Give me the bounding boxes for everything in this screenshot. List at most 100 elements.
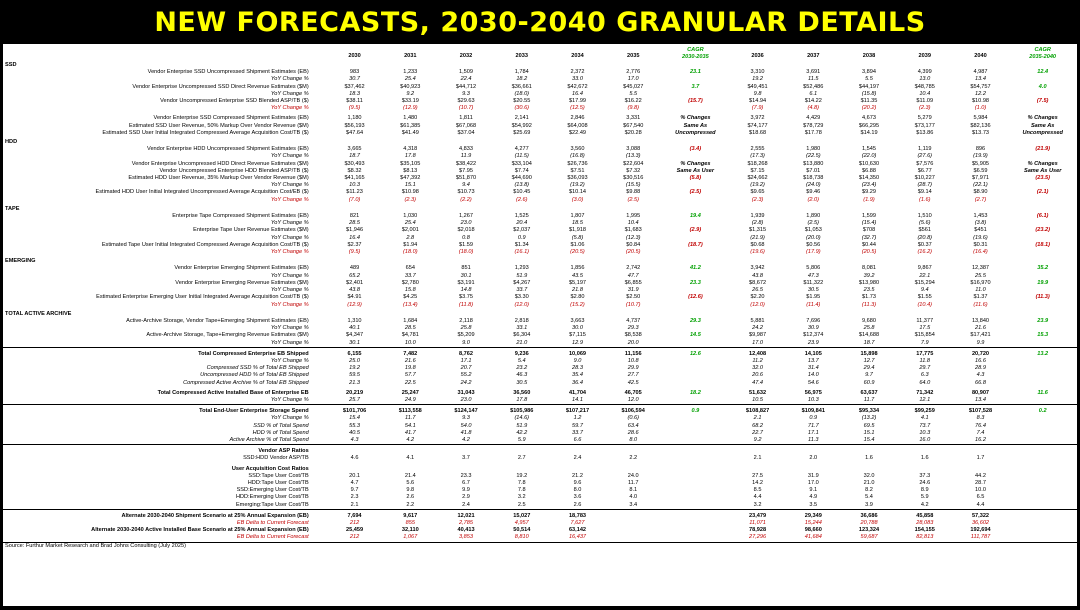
value-cell bbox=[661, 249, 730, 256]
value-cell bbox=[550, 448, 606, 455]
value-cell: $14,350 bbox=[858, 175, 880, 182]
value-cell: 18.7 bbox=[349, 153, 360, 160]
table-row: Estimated Tape User Initial Integrated C… bbox=[3, 242, 1077, 249]
value-cell: $4.25 bbox=[403, 294, 418, 301]
value-cell: 19.2 bbox=[752, 76, 763, 83]
row-label: Vendor Uncompressed Enterprise SSD Blend… bbox=[160, 98, 309, 105]
value-cell: 12.6 bbox=[689, 350, 701, 357]
row-label: Total Compressed Active Installed Base o… bbox=[157, 389, 309, 396]
value-cell: 1,995 bbox=[626, 213, 641, 220]
value-cell: 14.5 bbox=[689, 332, 701, 339]
value-cell bbox=[661, 473, 730, 480]
value-cell bbox=[550, 466, 606, 473]
value-cell: $13.86 bbox=[916, 129, 934, 136]
value-cell: 15.4 bbox=[349, 415, 360, 422]
value-cell bbox=[1008, 197, 1077, 204]
value-cell: 2,141 bbox=[514, 115, 529, 122]
row-label: HDD % of Total Spend bbox=[252, 429, 309, 436]
row-label: Alternate 2030-2040 Shipment Scenario at… bbox=[121, 512, 309, 519]
value-cell: 13,840 bbox=[971, 317, 990, 324]
value-cell: 60.9 bbox=[863, 379, 875, 386]
value-cell: 1.7 bbox=[976, 455, 985, 462]
value-cell: (18.0) bbox=[458, 249, 474, 256]
value-cell: 22.4 bbox=[460, 76, 472, 83]
row-label: YoY Change % bbox=[270, 153, 309, 160]
value-cell: $3.75 bbox=[459, 294, 474, 301]
value-cell: 5,279 bbox=[917, 115, 932, 122]
value-cell: 14.2 bbox=[752, 479, 763, 486]
value-cell: 6.5 bbox=[976, 494, 985, 501]
value-cell: 11,071 bbox=[749, 519, 766, 526]
value-cell: 28.7 bbox=[975, 479, 986, 486]
value-cell: (21.9) bbox=[1035, 146, 1050, 153]
value-cell: 33.7 bbox=[404, 272, 416, 279]
value-cell: % Changes bbox=[1027, 160, 1058, 167]
row-label: YoY Change % bbox=[270, 415, 309, 422]
value-cell bbox=[1008, 480, 1077, 487]
row-label: YoY Change % bbox=[270, 220, 309, 227]
value-cell: 23,479 bbox=[749, 512, 767, 519]
value-cell: $30,516 bbox=[623, 175, 644, 182]
value-cell: Same As bbox=[1030, 122, 1055, 129]
value-cell: 33.1 bbox=[516, 325, 528, 332]
value-cell: 1.6 bbox=[865, 455, 873, 462]
value-cell: 1,030 bbox=[403, 213, 418, 220]
value-cell: $2.20 bbox=[750, 294, 765, 301]
value-cell: $17,421 bbox=[970, 332, 991, 339]
value-cell: 23.0 bbox=[460, 220, 472, 227]
value-cell bbox=[661, 220, 730, 227]
value-cell: (18.0) bbox=[514, 90, 530, 97]
value-cell: 54.1 bbox=[404, 422, 416, 429]
value-cell: 10.4 bbox=[919, 90, 931, 97]
value-cell: 7,482 bbox=[403, 350, 418, 357]
section-header: TAPE bbox=[3, 204, 1077, 213]
value-cell: (13.8) bbox=[514, 182, 530, 189]
value-cell: 489 bbox=[349, 265, 360, 272]
row-label: YoY Change % bbox=[270, 90, 309, 97]
table-row: Enterprise Tape Compressed Shipment Esti… bbox=[3, 213, 1077, 220]
value-cell: 17.8 bbox=[404, 153, 416, 160]
table-row: Estimated SSD User Initial Integrated Co… bbox=[3, 130, 1077, 137]
value-cell: 47.3 bbox=[807, 272, 819, 279]
value-cell: (7.0) bbox=[348, 196, 361, 203]
value-cell: (19.2) bbox=[750, 182, 765, 189]
value-cell: 1,890 bbox=[806, 213, 821, 220]
value-cell: 12.2 bbox=[975, 90, 986, 97]
value-cell: 9,867 bbox=[917, 265, 932, 272]
value-cell bbox=[494, 466, 550, 473]
value-cell: 51.9 bbox=[516, 272, 528, 279]
value-cell: 1,811 bbox=[459, 115, 473, 122]
value-cell bbox=[1008, 513, 1077, 520]
value-cell: $16.22 bbox=[624, 98, 642, 105]
value-cell: (13.4) bbox=[402, 301, 418, 308]
value-cell: 32.0 bbox=[752, 365, 763, 372]
value-cell: 31.4 bbox=[807, 365, 819, 372]
table-row: Alternate 2030-2040 Active Installed Bas… bbox=[3, 527, 1077, 534]
value-cell: 3.7 bbox=[691, 83, 700, 90]
value-cell: 18.3 bbox=[349, 90, 360, 97]
value-cell: 2,785 bbox=[459, 519, 474, 526]
value-cell: $7.01 bbox=[806, 167, 821, 174]
value-cell: 40.1 bbox=[349, 325, 360, 332]
value-cell bbox=[1008, 273, 1077, 280]
value-cell: 25.5 bbox=[975, 272, 986, 279]
value-cell: 23.3 bbox=[460, 472, 472, 479]
value-cell: $18,738 bbox=[803, 175, 824, 182]
value-cell: 11.6 bbox=[1037, 389, 1048, 396]
value-cell: 4.2 bbox=[462, 436, 470, 443]
value-cell bbox=[661, 358, 730, 365]
value-cell: 9.6 bbox=[573, 479, 582, 486]
value-cell: 3,691 bbox=[806, 69, 821, 76]
table-row: YoY Change % 18.7 17.8 11.9 (11.5) (16.8) (13.… bbox=[3, 153, 1077, 160]
value-cell: 29.7 bbox=[919, 365, 931, 372]
value-cell bbox=[1008, 527, 1077, 534]
table-row: SSD:Emerging User Cost/TB 9.7 9.8 9.9 7.8 8.0… bbox=[3, 487, 1077, 494]
row-label: Vendor Enterprise Uncompressed HDD Direc… bbox=[131, 160, 309, 167]
value-cell: 4.1 bbox=[406, 455, 415, 462]
value-cell bbox=[605, 466, 661, 473]
table-row: Vendor ASP Ratios bbox=[3, 448, 1077, 455]
value-cell: $22,604 bbox=[623, 160, 644, 167]
value-cell: 42.2 bbox=[516, 429, 528, 436]
value-cell: 0.9 bbox=[809, 415, 818, 422]
row-label: Vendor Uncompressed Enterprise HDD Blend… bbox=[159, 167, 309, 174]
